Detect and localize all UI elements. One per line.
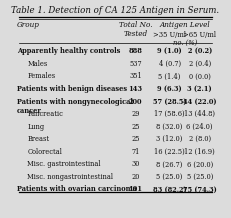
Text: 9 (1.0): 9 (1.0) xyxy=(157,47,182,55)
Text: Females: Females xyxy=(27,72,55,80)
Text: Misc. nongastrointestinal: Misc. nongastrointestinal xyxy=(27,173,113,181)
Text: 101: 101 xyxy=(128,186,143,193)
Text: 143: 143 xyxy=(128,85,143,93)
Text: 200: 200 xyxy=(129,97,142,106)
Text: Table 1. Detection of CA 125 Antigen in Serum.: Table 1. Detection of CA 125 Antigen in … xyxy=(12,6,219,15)
Text: 25: 25 xyxy=(131,123,140,131)
Text: 9 (6.3): 9 (6.3) xyxy=(157,85,182,93)
Text: >35 U/ml: >35 U/ml xyxy=(153,31,186,39)
Text: 3 (12.0): 3 (12.0) xyxy=(156,135,183,143)
Text: Patients with benign diseases: Patients with benign diseases xyxy=(17,85,127,93)
Text: Group: Group xyxy=(17,21,40,29)
Text: 2 (0.4): 2 (0.4) xyxy=(188,60,211,68)
Text: 351: 351 xyxy=(129,72,142,80)
Text: 2 (0.2): 2 (0.2) xyxy=(188,47,212,55)
Text: Antigen Level: Antigen Level xyxy=(159,21,210,29)
Text: 25: 25 xyxy=(131,135,140,143)
Text: 57 (28.5): 57 (28.5) xyxy=(153,97,186,106)
Text: 5 (25.0): 5 (25.0) xyxy=(156,173,183,181)
Text: 44 (22.0): 44 (22.0) xyxy=(183,97,216,106)
Text: 6 (20.0): 6 (20.0) xyxy=(187,160,213,168)
Text: Pancreatic: Pancreatic xyxy=(27,110,63,118)
Text: 0 (0.0): 0 (0.0) xyxy=(189,72,211,80)
Text: 30: 30 xyxy=(131,160,140,168)
Text: 20: 20 xyxy=(131,173,140,181)
Text: 71: 71 xyxy=(131,148,140,156)
Text: Patients with ovarian carcinoma: Patients with ovarian carcinoma xyxy=(17,186,137,193)
Text: Total No.
Tested: Total No. Tested xyxy=(119,21,152,38)
Text: Males: Males xyxy=(27,60,48,68)
Text: Breast: Breast xyxy=(27,135,49,143)
Text: 17 (58.6): 17 (58.6) xyxy=(154,110,185,118)
Text: no. (%): no. (%) xyxy=(173,38,197,46)
Text: 16 (22.5): 16 (22.5) xyxy=(154,148,185,156)
Text: Apparently healthy controls: Apparently healthy controls xyxy=(17,47,121,55)
Text: >65 U/ml: >65 U/ml xyxy=(183,31,216,39)
Text: 13 (44.8): 13 (44.8) xyxy=(184,110,215,118)
Text: 83 (82.2): 83 (82.2) xyxy=(153,186,186,193)
Text: 8 (32.0): 8 (32.0) xyxy=(156,123,183,131)
Text: Colorectal: Colorectal xyxy=(27,148,62,156)
Text: 888: 888 xyxy=(129,47,143,55)
Text: Lung: Lung xyxy=(27,123,44,131)
Text: Patients with nongynecological
cancer: Patients with nongynecological cancer xyxy=(17,97,133,115)
Text: Misc. gastrointestinal: Misc. gastrointestinal xyxy=(27,160,101,168)
Text: 75 (74.3): 75 (74.3) xyxy=(183,186,217,193)
Text: 29: 29 xyxy=(131,110,140,118)
Text: 6 (24.0): 6 (24.0) xyxy=(186,123,213,131)
Text: 4 (0.7): 4 (0.7) xyxy=(158,60,181,68)
Text: 5 (25.0): 5 (25.0) xyxy=(186,173,213,181)
Text: 537: 537 xyxy=(129,60,142,68)
Text: 3 (2.1): 3 (2.1) xyxy=(187,85,212,93)
Text: 12 (16.9): 12 (16.9) xyxy=(184,148,215,156)
Text: 8 (26.7): 8 (26.7) xyxy=(156,160,183,168)
Text: 5 (1.4): 5 (1.4) xyxy=(158,72,181,80)
Text: 2 (8.0): 2 (8.0) xyxy=(189,135,211,143)
